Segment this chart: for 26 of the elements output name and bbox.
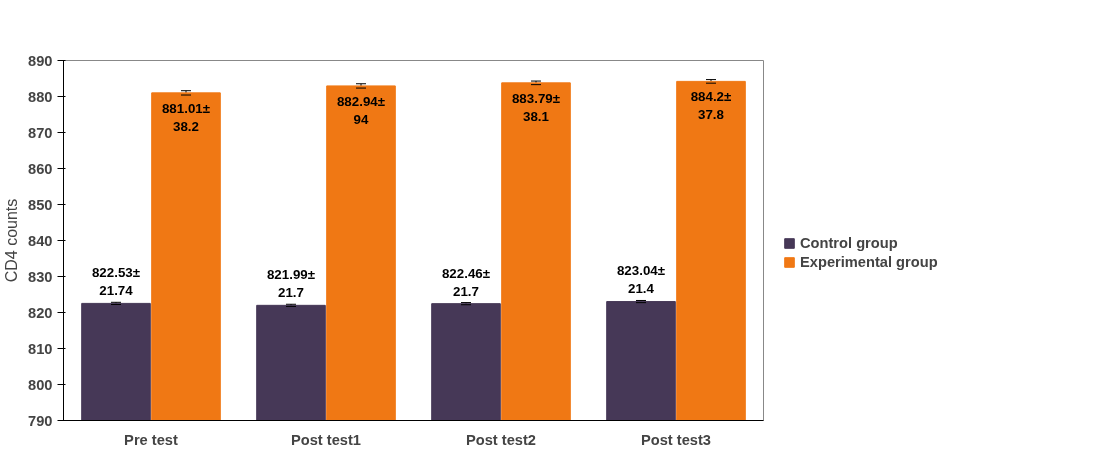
y-tick-label: 890 — [28, 52, 53, 69]
data-label: 884.2± 37.8 — [690, 89, 732, 123]
y-tick-label: 870 — [28, 124, 53, 141]
y-axis-title: CD4 counts — [3, 198, 21, 283]
data-label: 881.01± 38.2 — [161, 101, 211, 135]
legend-label: Control group — [800, 235, 898, 251]
y-tick-label: 840 — [28, 232, 53, 249]
y-tick-label: 830 — [28, 268, 53, 285]
y-tick-label: 820 — [28, 304, 53, 321]
x-tick-label: Pre test — [124, 431, 178, 448]
data-label: 882.94± 94 — [336, 94, 386, 128]
x-tick-label: Post test2 — [465, 431, 537, 448]
y-tick-label: 880 — [28, 88, 53, 105]
x-tick-label: Post test3 — [640, 431, 712, 448]
data-label: 822.53± 21.74 — [91, 265, 141, 299]
data-label: 823.04± 21.4 — [616, 263, 666, 297]
y-tick-label: 850 — [28, 196, 53, 213]
data-label: 883.79± 38.1 — [511, 90, 561, 124]
y-tick-label: 790 — [28, 412, 53, 429]
y-tick-label: 800 — [28, 376, 53, 393]
x-tick-label: Post test1 — [290, 431, 362, 448]
legend-label: Experimental group — [800, 254, 938, 270]
y-tick-label: 860 — [28, 160, 53, 177]
y-tick-label: 810 — [28, 340, 53, 357]
data-label: 822.46± 21.7 — [441, 265, 491, 299]
data-label: 821.99± 21.7 — [266, 267, 316, 301]
